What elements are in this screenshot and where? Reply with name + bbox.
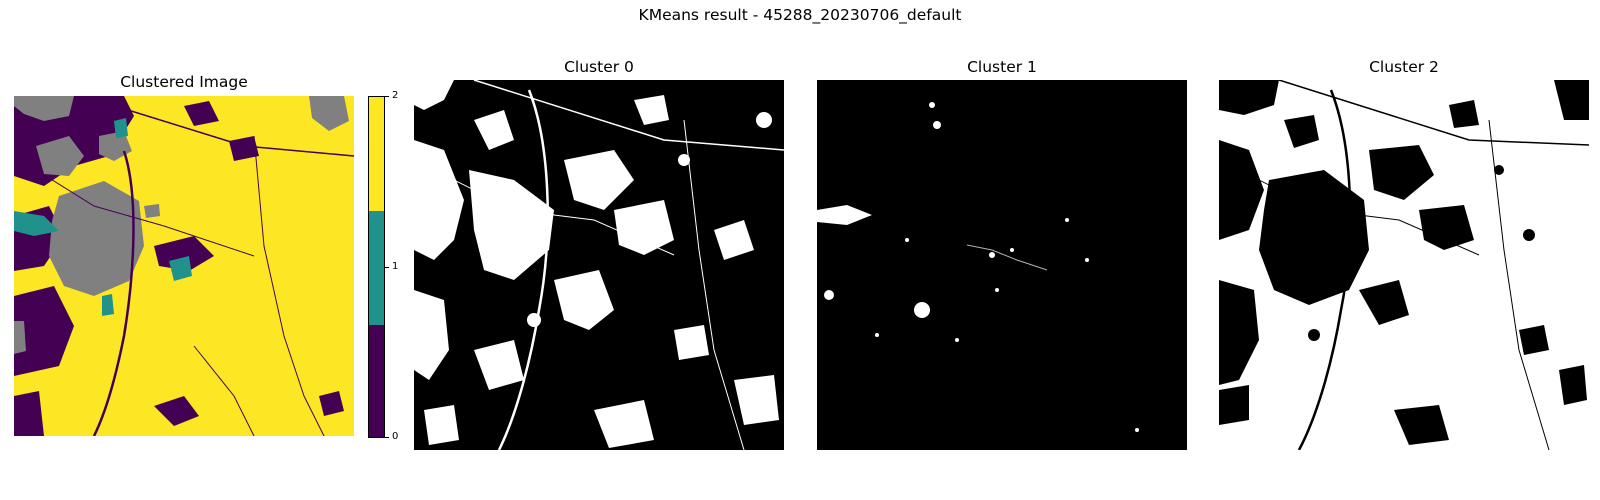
colorbar-segment-2: [369, 97, 384, 211]
colorbar-tick-0: [385, 437, 389, 438]
colorbar-tick-1: [385, 267, 389, 268]
panel-title-cluster-2: Cluster 2: [1369, 58, 1439, 76]
panel-title-cluster-1: Cluster 1: [967, 58, 1037, 76]
figure-title: KMeans result - 45288_20230706_default: [638, 6, 962, 24]
colorbar-label-2: 2: [392, 90, 399, 101]
cluster-1-mask: [817, 80, 1187, 450]
colorbar: [368, 96, 385, 438]
colorbar-label-0: 0: [392, 431, 399, 442]
panel-title-clustered: Clustered Image: [120, 73, 248, 91]
colorbar-segment-0: [369, 325, 384, 437]
colorbar-label-1: 1: [392, 261, 399, 272]
cluster-2-mask: [1219, 80, 1589, 450]
panel-title-cluster-0: Cluster 0: [564, 58, 634, 76]
colorbar-tick-2: [385, 96, 389, 97]
colorbar-segment-1: [369, 211, 384, 325]
clustered-image: [14, 96, 354, 436]
cluster-0-mask: [414, 80, 784, 450]
